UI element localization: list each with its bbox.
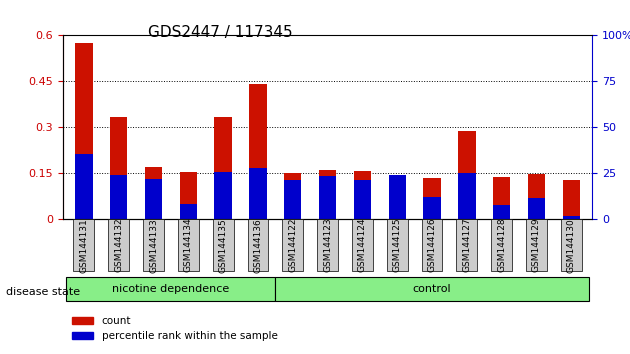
FancyBboxPatch shape <box>456 219 478 271</box>
Bar <box>214 172 232 219</box>
FancyBboxPatch shape <box>282 219 303 271</box>
FancyBboxPatch shape <box>143 219 164 271</box>
Bar <box>284 173 302 219</box>
FancyBboxPatch shape <box>491 219 512 271</box>
Text: disease state: disease state <box>6 287 81 297</box>
Bar <box>284 180 302 219</box>
Text: GSM144126: GSM144126 <box>428 218 437 273</box>
Text: GSM144136: GSM144136 <box>253 218 263 273</box>
Bar <box>353 179 371 219</box>
Bar <box>493 177 510 219</box>
Bar <box>249 85 266 219</box>
Bar <box>528 175 545 219</box>
Bar <box>493 205 510 219</box>
FancyBboxPatch shape <box>526 219 547 271</box>
Text: GSM144122: GSM144122 <box>289 218 297 272</box>
Bar <box>110 175 127 219</box>
FancyBboxPatch shape <box>67 278 275 302</box>
Legend: count, percentile rank within the sample: count, percentile rank within the sample <box>68 312 282 345</box>
Text: GSM144123: GSM144123 <box>323 218 332 273</box>
Bar <box>110 117 127 219</box>
FancyBboxPatch shape <box>387 219 408 271</box>
Bar <box>75 43 93 219</box>
FancyBboxPatch shape <box>74 219 94 271</box>
Bar <box>563 216 580 219</box>
Bar <box>528 198 545 219</box>
Bar <box>145 179 163 219</box>
Text: GSM144125: GSM144125 <box>392 218 402 273</box>
Text: control: control <box>413 284 451 295</box>
Bar <box>353 171 371 219</box>
Bar <box>423 178 441 219</box>
Text: GSM144124: GSM144124 <box>358 218 367 272</box>
Text: GSM144129: GSM144129 <box>532 218 541 273</box>
Bar <box>319 170 336 219</box>
FancyBboxPatch shape <box>248 219 268 271</box>
FancyBboxPatch shape <box>108 219 129 271</box>
Text: GSM144135: GSM144135 <box>219 218 227 273</box>
Bar <box>249 168 266 219</box>
Bar <box>563 180 580 219</box>
FancyBboxPatch shape <box>317 219 338 271</box>
Bar <box>214 117 232 219</box>
FancyBboxPatch shape <box>275 278 588 302</box>
Bar <box>180 172 197 219</box>
Text: GSM144132: GSM144132 <box>114 218 123 273</box>
Text: nicotine dependence: nicotine dependence <box>112 284 229 295</box>
FancyBboxPatch shape <box>352 219 373 271</box>
Text: GSM144134: GSM144134 <box>184 218 193 273</box>
Bar <box>319 176 336 219</box>
Bar <box>389 178 406 219</box>
Bar <box>458 131 476 219</box>
Bar <box>145 167 163 219</box>
Text: GSM144130: GSM144130 <box>567 218 576 273</box>
Text: GSM144127: GSM144127 <box>462 218 471 273</box>
Text: GSM144131: GSM144131 <box>79 218 88 273</box>
FancyBboxPatch shape <box>561 219 581 271</box>
FancyBboxPatch shape <box>213 219 234 271</box>
FancyBboxPatch shape <box>178 219 199 271</box>
Bar <box>423 198 441 219</box>
FancyBboxPatch shape <box>421 219 442 271</box>
Bar <box>458 173 476 219</box>
Bar <box>180 204 197 219</box>
Bar <box>75 154 93 219</box>
Text: GSM144128: GSM144128 <box>497 218 506 273</box>
Bar <box>389 175 406 219</box>
Text: GDS2447 / 117345: GDS2447 / 117345 <box>148 25 293 40</box>
Text: GSM144133: GSM144133 <box>149 218 158 273</box>
